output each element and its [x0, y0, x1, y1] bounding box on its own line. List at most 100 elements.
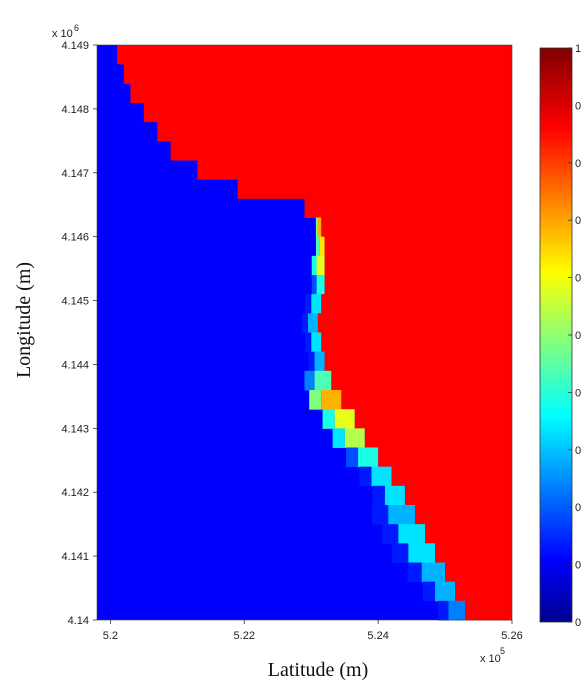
- land-cell: [445, 562, 512, 583]
- transition-cell: [421, 562, 446, 583]
- land-cell: [317, 313, 512, 333]
- x-tick-label: 5.24: [367, 630, 388, 642]
- colorbar-tick-label: 0.2: [575, 502, 581, 514]
- transition-cell-outer: [305, 294, 312, 314]
- land-cell: [117, 45, 131, 65]
- transition-cell-outer: [359, 466, 372, 487]
- colorbar-tick-label: 1: [575, 43, 581, 55]
- transition-cell: [311, 332, 322, 353]
- plot-area: [96, 44, 513, 621]
- transition-cell: [448, 600, 466, 621]
- y-tick-label: 4.145: [61, 296, 89, 308]
- transition-cell: [358, 447, 379, 468]
- transition-cell: [371, 466, 392, 487]
- land-cell: [324, 236, 512, 257]
- y-tick-label: 4.142: [61, 487, 89, 499]
- land-cell: [321, 294, 512, 314]
- land-cell: [237, 179, 512, 199]
- transition-cell: [344, 428, 365, 448]
- transition-cell-outer: [309, 390, 322, 410]
- land-cell: [414, 505, 512, 525]
- transition-cell: [317, 217, 322, 238]
- transition-cell-outer: [382, 524, 399, 544]
- transition-cell-outer: [305, 332, 312, 353]
- transition-cell-outer: [422, 581, 436, 602]
- y-tick-label: 4.149: [61, 40, 89, 52]
- land-cell: [304, 198, 512, 218]
- colorbar: 0 0.1 0.2 0.3 0.4 0.5 0.6 0.7 0.8 0.9 1: [539, 43, 581, 629]
- colorbar-tick-label: 0.3: [575, 445, 581, 457]
- transition-cell: [321, 390, 342, 410]
- y-tick-label: 4.147: [61, 168, 89, 180]
- transition-cell-outer: [392, 543, 409, 563]
- x-multiplier: x 10: [480, 653, 501, 665]
- land-cell: [378, 447, 512, 468]
- transition-cell-outer: [311, 275, 317, 295]
- transition-cell: [307, 313, 318, 333]
- transition-cell-outer: [438, 600, 449, 621]
- transition-cell: [319, 236, 325, 257]
- transition-cell: [316, 275, 325, 295]
- transition-cell: [311, 294, 322, 314]
- transition-cell-outer: [372, 485, 385, 506]
- land-cell: [143, 102, 512, 123]
- land-cell: [157, 121, 512, 142]
- transition-cell-outer: [304, 370, 315, 391]
- heatmap-cells: [117, 45, 512, 621]
- transition-cell-outer: [332, 428, 345, 448]
- land-cell: [455, 581, 512, 602]
- colorbar-tick-label: 0.4: [575, 387, 581, 399]
- land-cell: [435, 543, 512, 563]
- land-cell: [123, 64, 512, 84]
- transition-cell: [314, 351, 325, 372]
- transition-cell-outer: [315, 217, 318, 238]
- transition-cell: [316, 255, 325, 276]
- x-tick-label: 5.22: [234, 630, 255, 642]
- land-cell: [364, 428, 512, 448]
- x-axis-label: Latitude (m): [268, 659, 369, 680]
- colorbar-gradient: [539, 47, 573, 623]
- land-cell: [120, 45, 512, 65]
- land-cell: [404, 485, 512, 506]
- transition-cell: [334, 409, 355, 429]
- land-cell: [391, 466, 512, 487]
- transition-cell: [398, 524, 425, 544]
- colorbar-ticks: 0 0.1 0.2 0.3 0.4 0.5 0.6 0.7 0.8 0.9 1: [568, 43, 581, 629]
- colorbar-tick-label: 0.8: [575, 158, 581, 170]
- y-tick-label: 4.144: [61, 359, 89, 371]
- land-cell: [354, 409, 512, 429]
- y-tick-label: 4.141: [61, 551, 89, 563]
- y-multiplier: x 10: [52, 28, 73, 40]
- colorbar-tick-label: 0.1: [575, 560, 581, 572]
- transition-cell: [435, 581, 456, 602]
- land-cell: [324, 351, 512, 372]
- colorbar-tick-label: 0.6: [575, 273, 581, 285]
- land-cell: [321, 217, 512, 238]
- y-axis-label: Longitude (m): [13, 262, 35, 378]
- land-cell: [321, 332, 512, 353]
- y-axis: 4.14 4.141 4.142 4.143 4.144 4.145 4.146 4.147 4…: [61, 40, 97, 627]
- land-cell: [130, 83, 512, 103]
- transition-cell: [388, 505, 415, 525]
- transition-cell-outer: [311, 255, 317, 276]
- land-cell: [424, 524, 512, 544]
- x-multiplier-exponent: 5: [500, 646, 505, 656]
- land-cell: [324, 275, 512, 295]
- y-tick-label: 4.14: [68, 615, 89, 627]
- y-tick-label: 4.148: [61, 104, 89, 116]
- colorbar-tick-label: 0.7: [575, 215, 581, 227]
- transition-cell-outer: [322, 409, 335, 429]
- transition-cell: [314, 370, 332, 391]
- transition-cell: [384, 485, 405, 506]
- land-cell: [331, 370, 512, 391]
- x-tick-label: 5.26: [501, 630, 522, 642]
- land-cell: [465, 600, 512, 621]
- land-cell: [324, 255, 512, 276]
- transition-cell-outer: [301, 313, 308, 333]
- land-cell: [170, 140, 512, 161]
- y-tick-label: 4.143: [61, 423, 89, 435]
- x-axis: 5.2 5.22 5.24 5.26: [103, 620, 523, 642]
- transition-cell-outer: [308, 351, 315, 372]
- x-tick-label: 5.2: [103, 630, 118, 642]
